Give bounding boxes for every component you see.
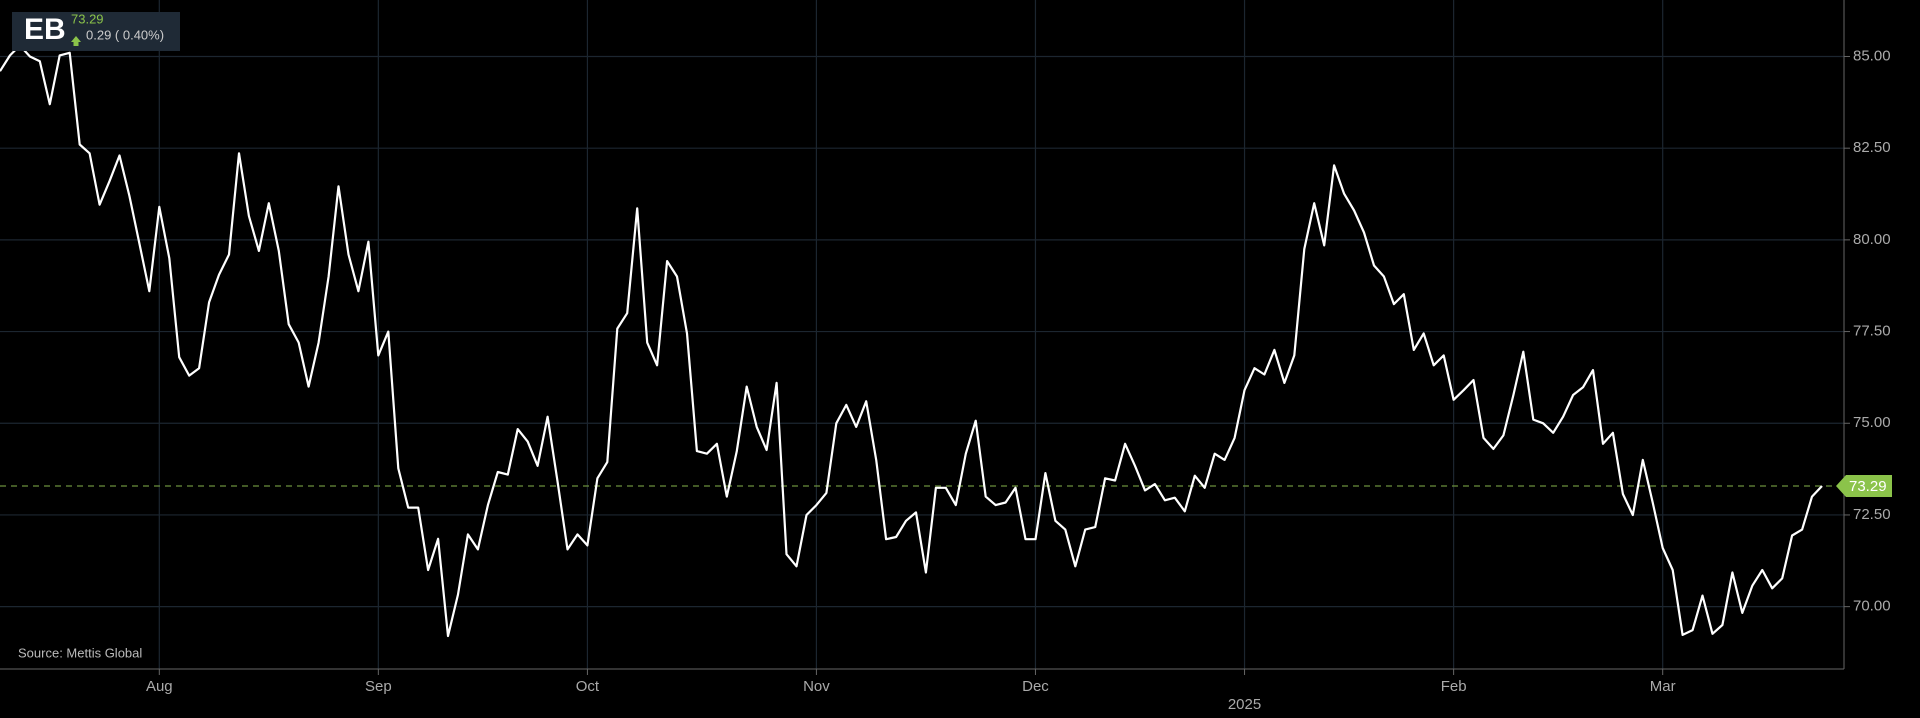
plot	[0, 44, 1844, 638]
change: 0.29 ( 0.40%)	[86, 27, 164, 42]
x-tick-label: 2025	[1228, 696, 1261, 713]
up-arrow	[71, 36, 81, 46]
x-tick-label: Feb	[1441, 678, 1467, 695]
last-price-label: 73.29	[1849, 478, 1887, 495]
price-line	[0, 44, 1823, 638]
symbol: EB	[24, 13, 66, 46]
x-tick-label: Mar	[1650, 678, 1676, 695]
grid	[0, 0, 1844, 669]
source: Source: Mettis Global	[18, 645, 142, 660]
y-tick-label: 85.00	[1853, 47, 1891, 64]
x-tick-label: Oct	[576, 678, 600, 695]
price: 73.29	[71, 11, 104, 26]
x-tick-label: Nov	[803, 678, 830, 695]
x-tick-label: Aug	[146, 678, 173, 695]
last-price-badge	[1836, 474, 1892, 497]
x-tick-label: Dec	[1022, 678, 1049, 695]
y-tick-label: 80.00	[1853, 231, 1891, 248]
y-tick-label: 75.00	[1853, 414, 1891, 431]
x-tick-label: Sep	[365, 678, 392, 695]
header-box	[12, 12, 180, 51]
y-tick-label: 77.50	[1853, 323, 1891, 340]
y-tick-label: 70.00	[1853, 598, 1891, 615]
y-tick-label: 72.50	[1853, 506, 1891, 523]
y-tick-label: 82.50	[1853, 139, 1891, 156]
